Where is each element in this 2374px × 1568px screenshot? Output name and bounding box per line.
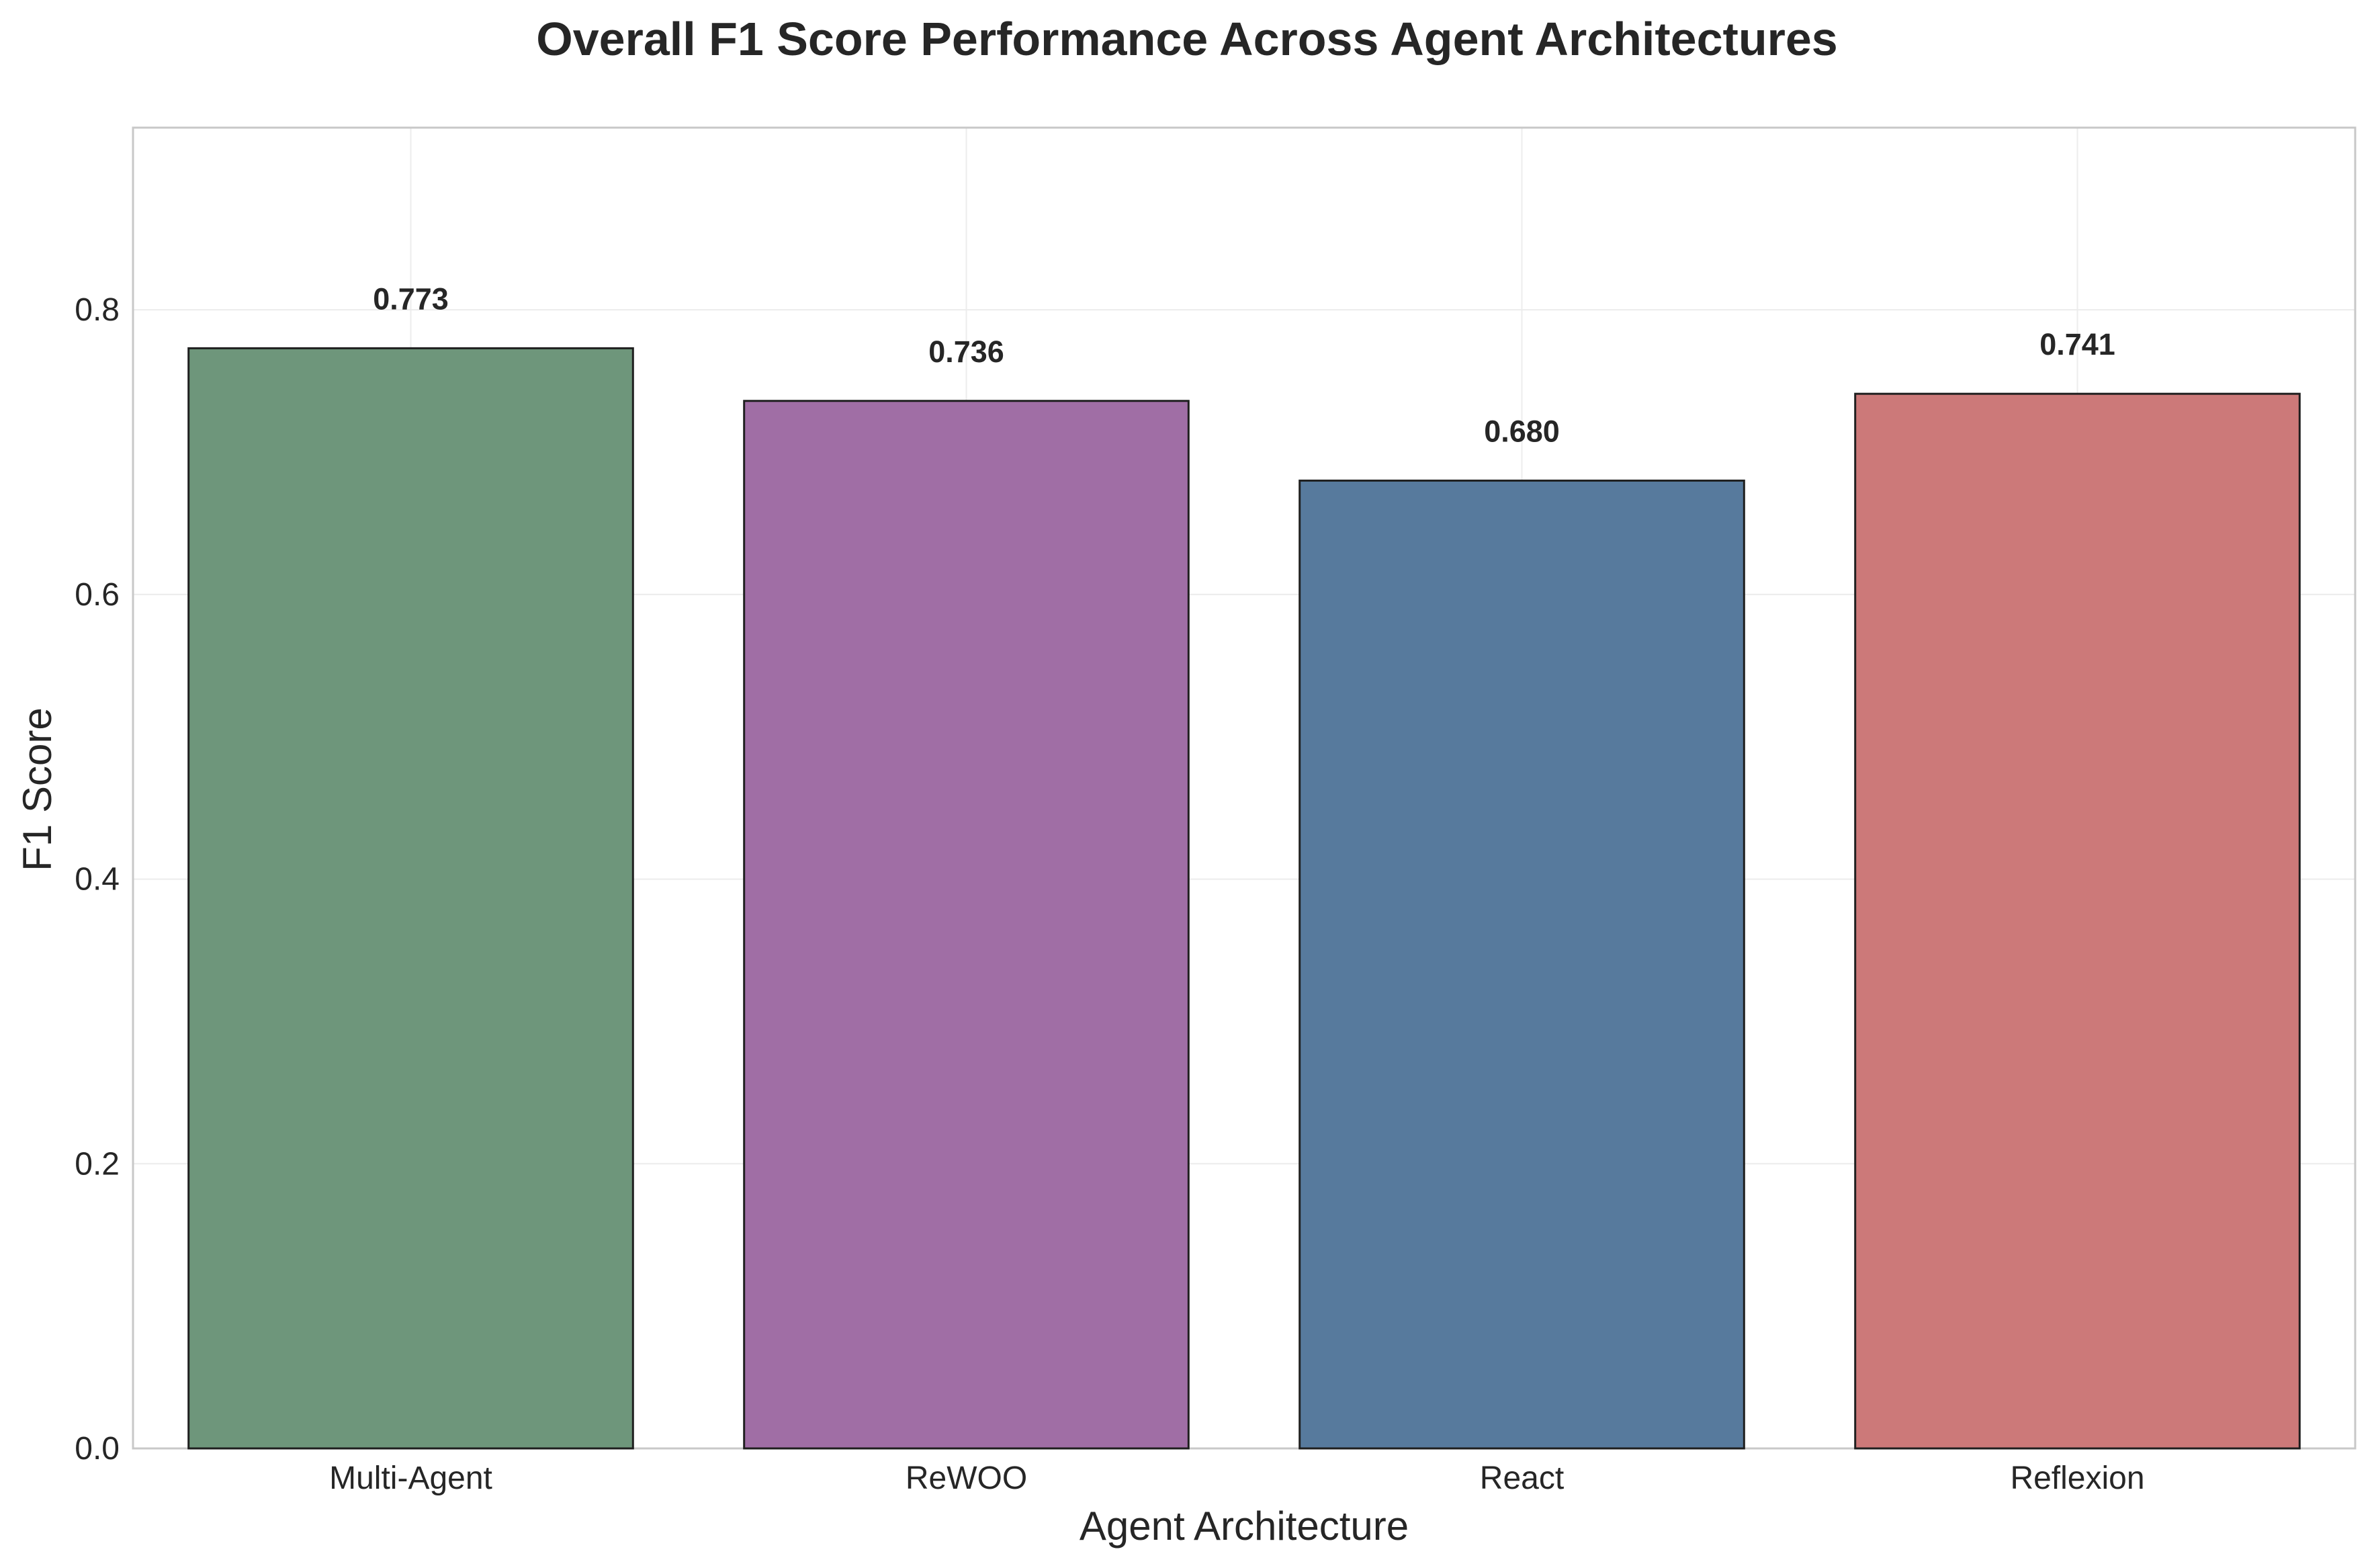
y-tick-labels: 0.0 0.2 0.4 0.6 0.8	[75, 292, 120, 1467]
chart-title: Overall F1 Score Performance Across Agen…	[536, 13, 1837, 65]
bar-value-label: 0.773	[373, 281, 449, 316]
x-tick-label: Multi-Agent	[329, 1461, 492, 1496]
x-tick-label: Reflexion	[2010, 1461, 2144, 1496]
y-tick-label: 0.6	[75, 577, 120, 613]
x-tick-label: ReWOO	[906, 1461, 1027, 1496]
bar-reflexion	[1854, 392, 2301, 1450]
bar-value-label: 0.680	[1484, 414, 1560, 448]
y-tick-label: 0.0	[75, 1431, 120, 1467]
bar-value-label: 0.741	[2039, 327, 2115, 361]
x-tick-label: React	[1480, 1461, 1564, 1496]
bar-rewoo	[743, 400, 1190, 1450]
bar-value-label: 0.736	[928, 335, 1004, 369]
y-axis-label: F1 Score	[15, 707, 60, 871]
y-tick-label: 0.8	[75, 292, 120, 328]
bars	[187, 347, 2301, 1450]
value-labels: 0.773 0.736 0.680 0.741	[373, 281, 2115, 448]
y-tick-label: 0.2	[75, 1146, 120, 1182]
bar-react	[1299, 479, 1745, 1450]
x-axis-label: Agent Architecture	[1080, 1504, 1409, 1549]
y-tick-label: 0.4	[75, 862, 120, 898]
plot-area-frame	[132, 126, 2357, 1450]
bar-multi-agent	[187, 347, 634, 1450]
x-tick-labels: Multi-Agent ReWOO React Reflexion	[329, 1461, 2144, 1496]
